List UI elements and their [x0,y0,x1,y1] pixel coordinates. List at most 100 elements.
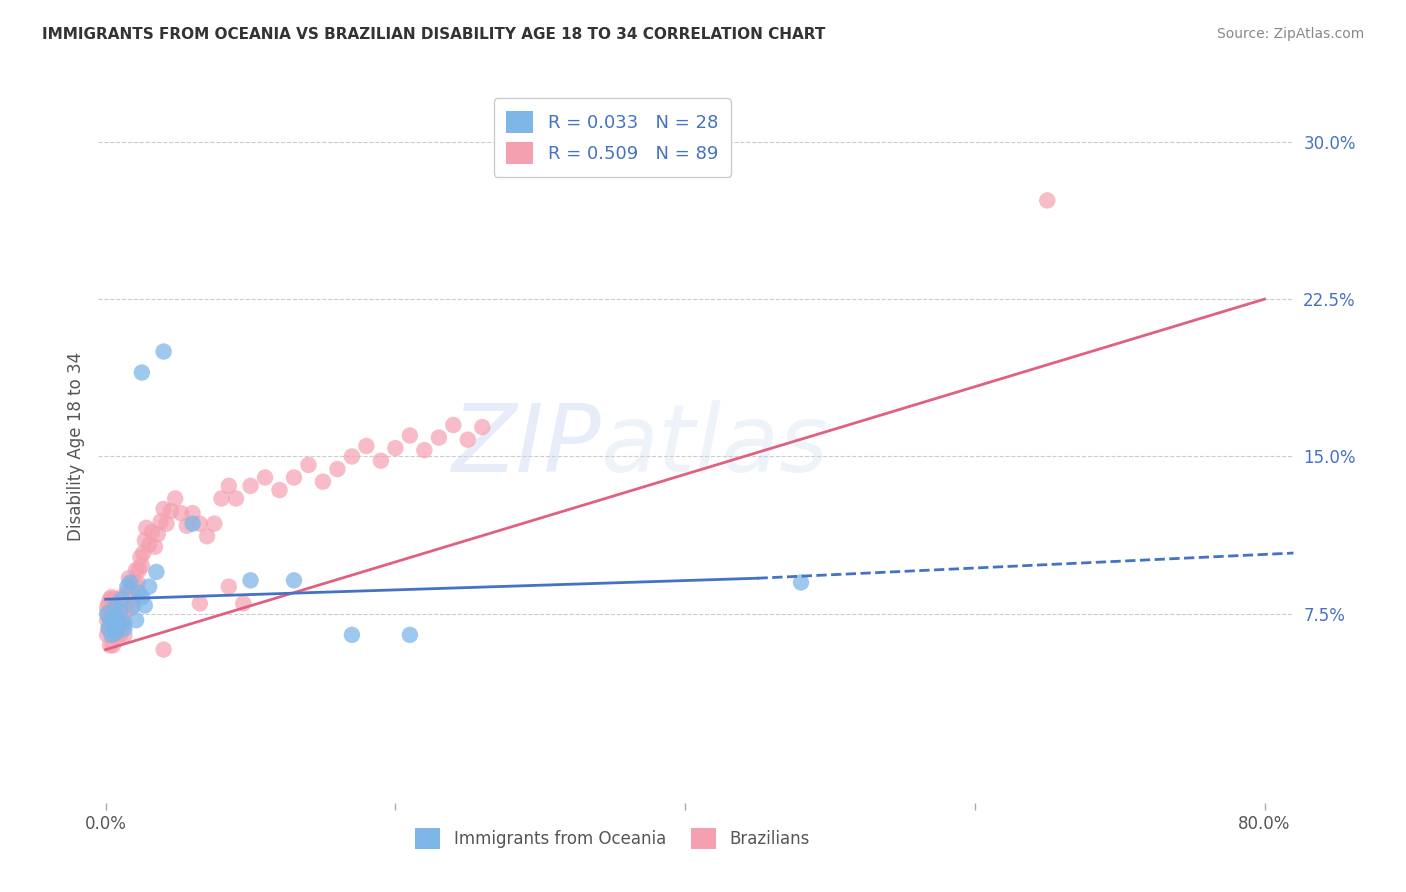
Point [370,453,392,467]
Point [108,605,131,619]
Point [101,639,124,653]
Point [188,596,211,610]
Point [152,344,174,359]
Point [176,518,198,533]
Point [120,586,142,600]
Text: IMMIGRANTS FROM OCEANIA VS BRAZILIAN DISABILITY AGE 18 TO 34 CORRELATION CHART: IMMIGRANTS FROM OCEANIA VS BRAZILIAN DIS… [42,27,825,42]
Point [124,575,146,590]
Point [471,420,494,434]
Point [135,521,157,535]
Point [160,504,183,518]
Point [181,516,204,531]
Point [152,642,174,657]
Point [134,533,156,548]
Point [195,529,218,543]
Point [112,607,135,621]
Point [104,625,127,640]
Point [117,580,139,594]
Point [297,458,319,472]
Text: atlas: atlas [600,401,828,491]
Point [104,605,127,619]
Point [441,417,464,432]
Point [98,617,121,632]
Point [115,590,138,604]
Point [218,479,240,493]
Point [340,628,363,642]
Text: ZIP: ZIP [451,401,600,491]
Point [105,600,128,615]
Point [110,603,132,617]
Point [457,433,479,447]
Point [108,615,131,630]
Point [1036,194,1059,208]
Point [105,625,128,640]
Point [129,550,152,565]
Point [112,619,135,633]
Point [218,580,240,594]
Point [110,590,132,604]
Point [117,596,139,610]
Point [97,622,120,636]
Point [239,574,262,588]
Point [127,575,149,590]
Point [115,603,138,617]
Point [101,609,124,624]
Point [101,596,124,610]
Point [107,609,129,624]
Point [170,506,193,520]
Point [134,599,156,613]
Point [155,516,177,531]
Point [96,628,118,642]
Point [103,617,125,632]
Point [100,613,122,627]
Y-axis label: Disability Age 18 to 34: Disability Age 18 to 34 [66,351,84,541]
Point [356,439,378,453]
Point [98,613,121,627]
Point [98,605,121,619]
Point [131,590,153,604]
Point [128,563,150,577]
Point [105,613,128,627]
Point [131,558,153,573]
Point [100,600,122,615]
Point [125,563,148,577]
Point [103,600,125,615]
Point [96,607,118,621]
Point [96,600,118,615]
Point [104,617,127,632]
Point [114,622,136,636]
Point [143,540,166,554]
Point [340,450,363,464]
Point [211,491,233,506]
Point [97,622,120,636]
Point [132,546,155,560]
Point [131,366,153,380]
Point [101,617,124,632]
Point [100,590,122,604]
Point [145,565,167,579]
Point [128,586,150,600]
Point [283,574,305,588]
Point [202,516,225,531]
Point [101,622,124,636]
Point [181,506,204,520]
Point [399,428,422,442]
Point [97,609,120,624]
Point [122,599,145,613]
Point [100,625,122,640]
Point [152,502,174,516]
Point [141,524,163,539]
Point [104,630,127,644]
Point [114,628,136,642]
Point [384,441,406,455]
Point [165,491,187,506]
Point [118,571,141,585]
Point [117,583,139,598]
Point [107,622,129,636]
Point [98,639,121,653]
Point [138,538,160,552]
Point [225,491,247,506]
Point [253,470,276,484]
Text: Source: ZipAtlas.com: Source: ZipAtlas.com [1216,27,1364,41]
Point [790,575,813,590]
